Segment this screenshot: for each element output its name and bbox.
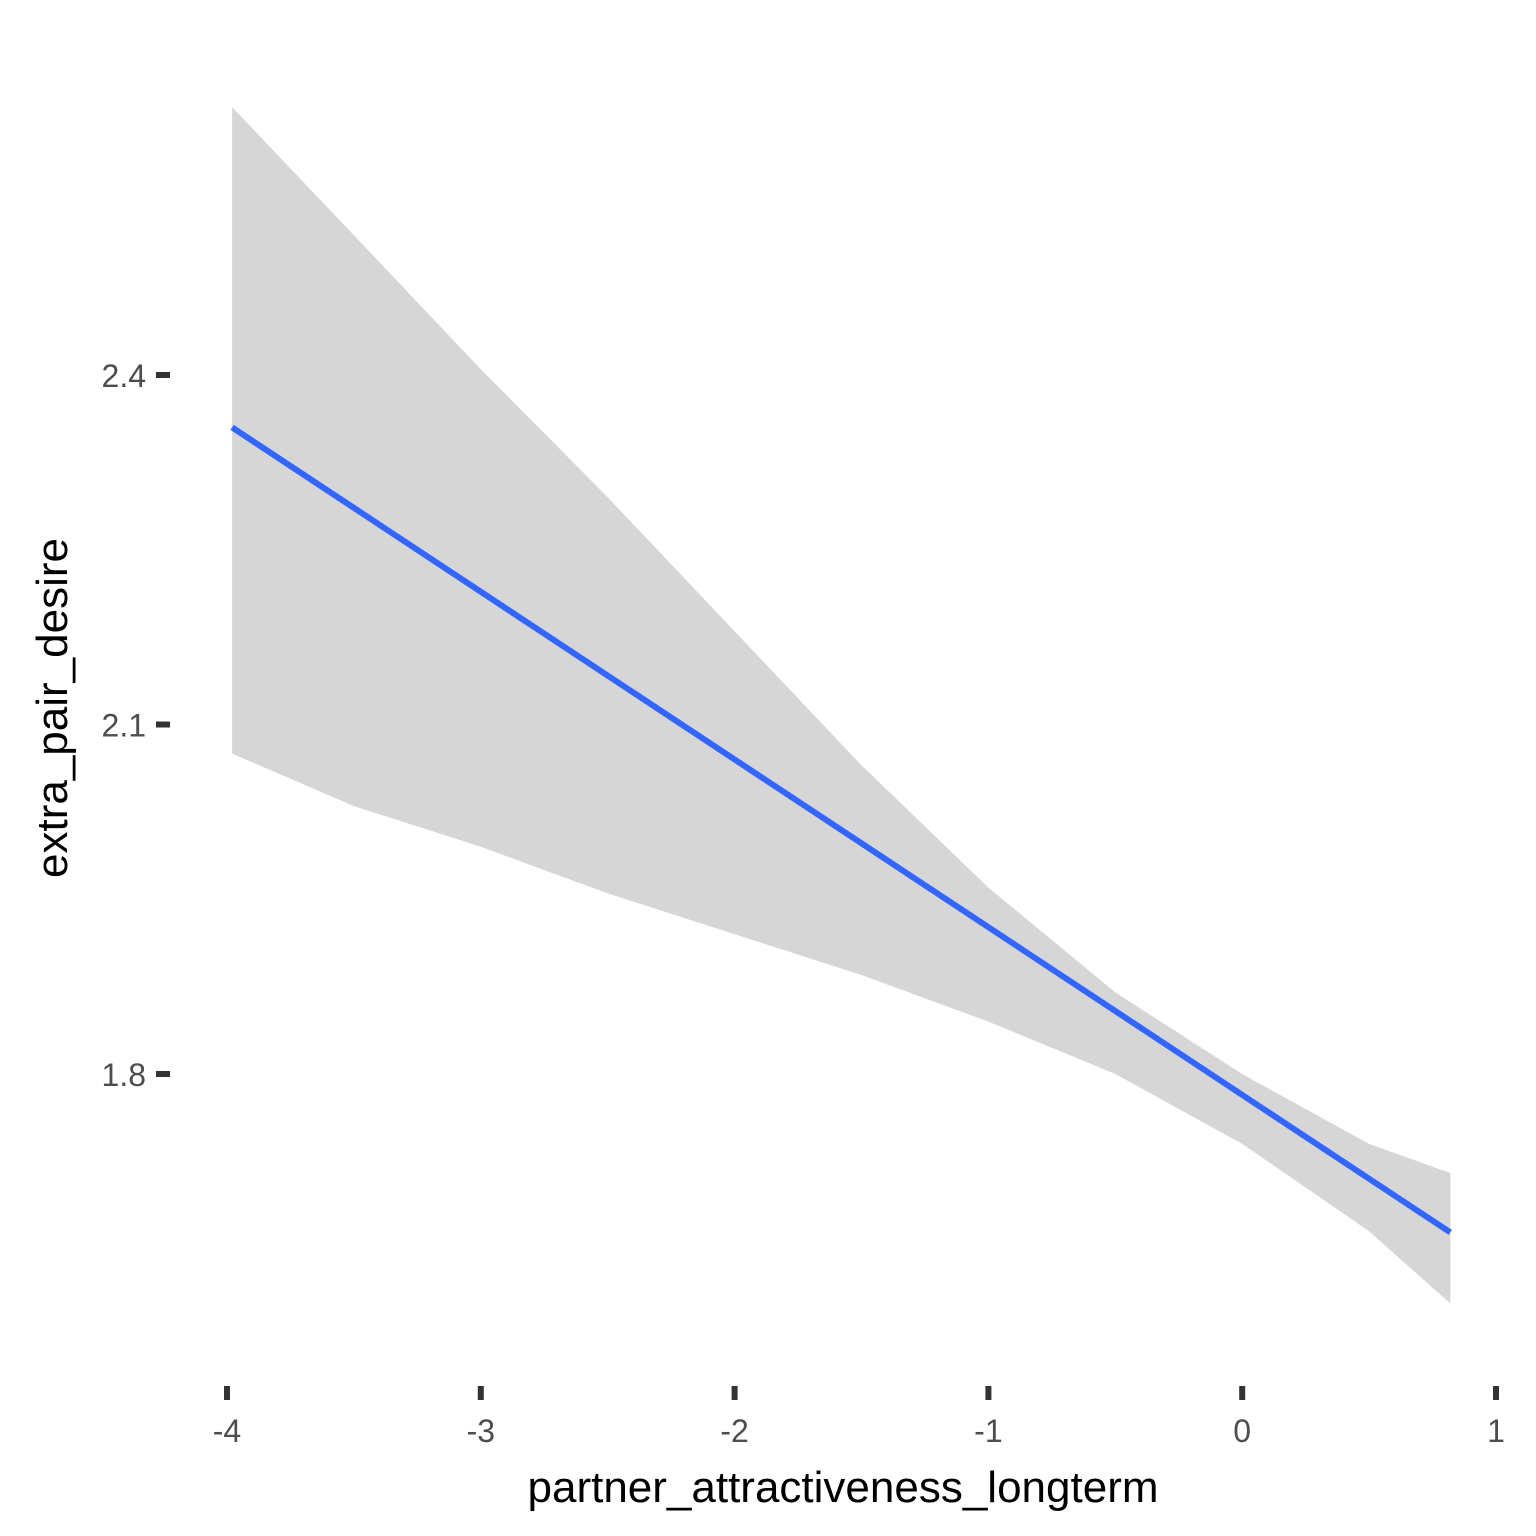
y-axis-title: extra_pair_desire (28, 538, 77, 878)
confidence-band (232, 107, 1451, 1304)
x-tick-label: -4 (213, 1413, 241, 1449)
y-tick-label: 2.4 (102, 358, 146, 394)
x-tick-label: 0 (1233, 1413, 1251, 1449)
y-axis: 1.8 2.1 2.4 (102, 358, 170, 1093)
y-tick-label: 1.8 (102, 1057, 146, 1093)
x-tick-label: -3 (467, 1413, 495, 1449)
y-tick-label: 2.1 (102, 708, 146, 744)
fit-line (230, 424, 1452, 1235)
x-tick-label: -2 (720, 1413, 748, 1449)
line-layer (230, 424, 1452, 1235)
x-tick-label: -1 (974, 1413, 1002, 1449)
ribbon-layer (232, 107, 1451, 1304)
x-axis: -4 -3 -2 -1 0 1 (213, 1386, 1505, 1449)
x-axis-title: partner_attractiveness_longterm (528, 1463, 1159, 1512)
x-tick-label: 1 (1487, 1413, 1505, 1449)
